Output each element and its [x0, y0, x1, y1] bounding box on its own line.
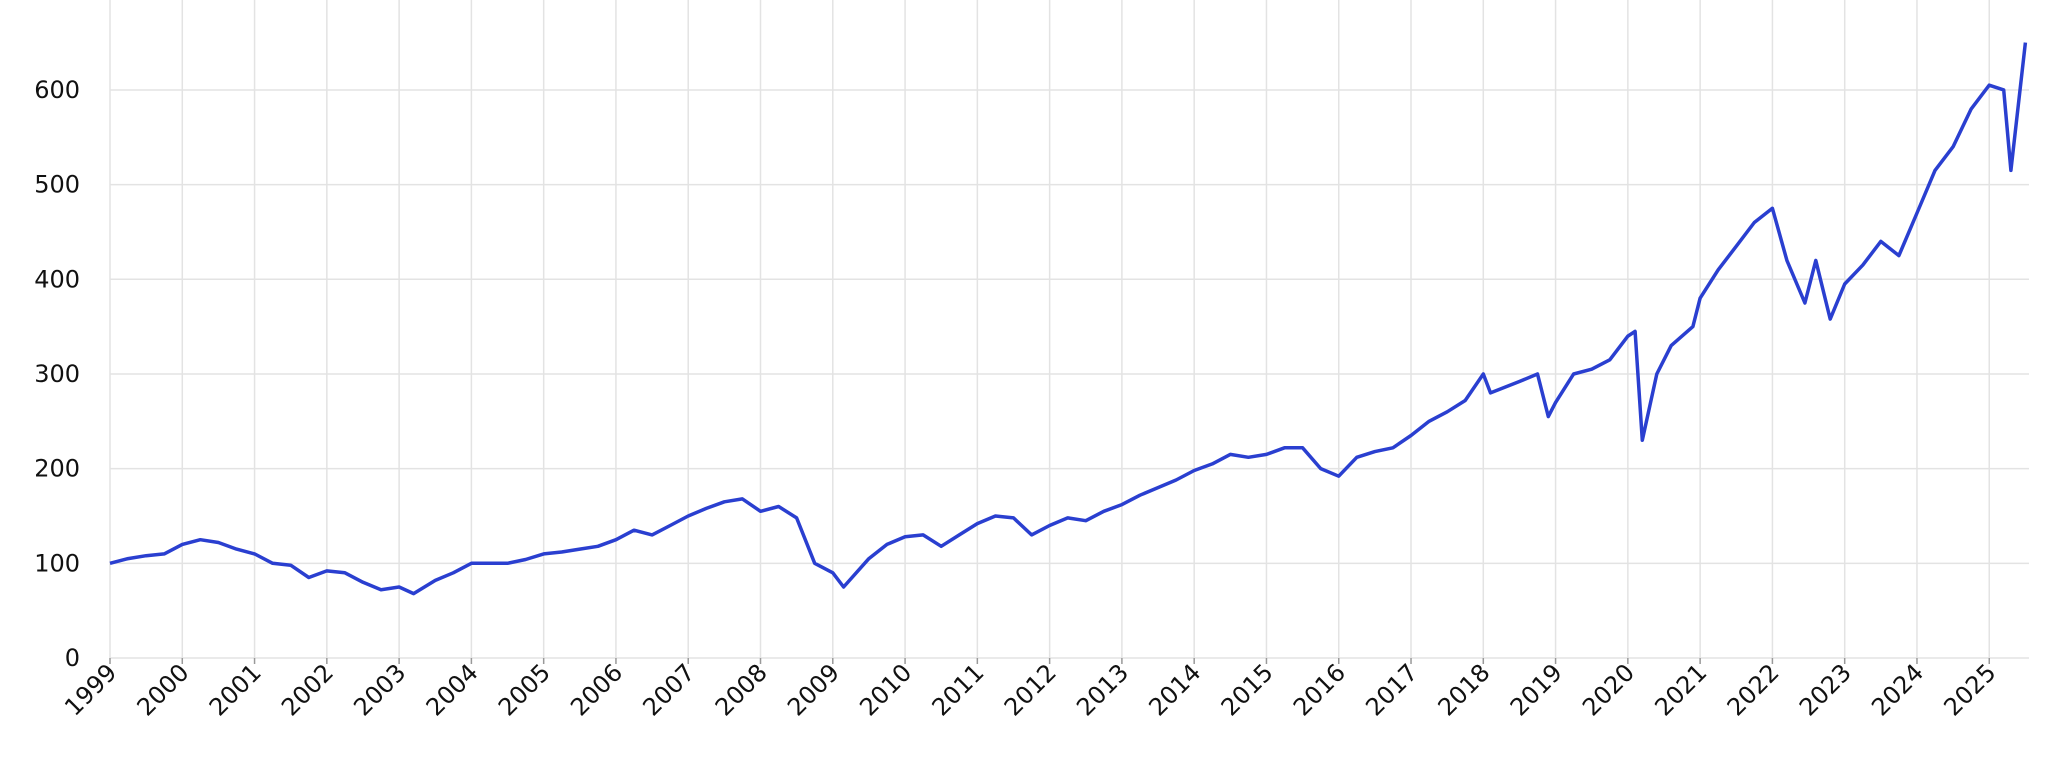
- line: [109, 42, 2028, 596]
- x-tick-label: 2023: [1794, 658, 1857, 721]
- x-tick-label: 2019: [1505, 658, 1568, 721]
- x-tick-label: 2003: [348, 658, 411, 721]
- x-tick-label: 2022: [1722, 658, 1785, 721]
- y-tick-label: 500: [34, 171, 80, 199]
- x-tick-label: 2024: [1866, 658, 1929, 721]
- x-tick-label: 2014: [1143, 658, 1206, 721]
- x-tick-label: 2000: [132, 658, 195, 721]
- x-tick-label: 2025: [1939, 658, 2002, 721]
- x-tick-label: 2009: [782, 658, 845, 721]
- x-tick-label: 2010: [854, 658, 917, 721]
- y-tick-label: 0: [65, 644, 80, 672]
- x-tick-label: 2001: [204, 658, 267, 721]
- x-tick-label: 2021: [1649, 658, 1712, 721]
- y-tick-label: 100: [34, 549, 80, 577]
- x-tick-label: 2013: [1071, 658, 1134, 721]
- x-tick-label: 2011: [927, 658, 990, 721]
- x-tick-label: 2004: [421, 658, 484, 721]
- x-tick-label: 2005: [493, 658, 556, 721]
- y-tick-label: 200: [34, 455, 80, 483]
- x-tick-label: 2016: [1288, 658, 1351, 721]
- x-tick-label: 2020: [1577, 658, 1640, 721]
- x-tick-label: 2018: [1433, 658, 1496, 721]
- y-tick-label: 300: [34, 360, 80, 388]
- x-tick-label: 2012: [999, 658, 1062, 721]
- x-tick-label: 2006: [565, 658, 628, 721]
- x-tick-label: 2015: [1216, 658, 1279, 721]
- x-tick-label: 2007: [637, 658, 700, 721]
- y-tick-label: 400: [34, 265, 80, 293]
- x-tick-label: 2008: [710, 658, 773, 721]
- x-tick-label: 2002: [276, 658, 339, 721]
- y-tick-label: 600: [34, 76, 80, 104]
- x-tick-label: 2017: [1360, 658, 1423, 721]
